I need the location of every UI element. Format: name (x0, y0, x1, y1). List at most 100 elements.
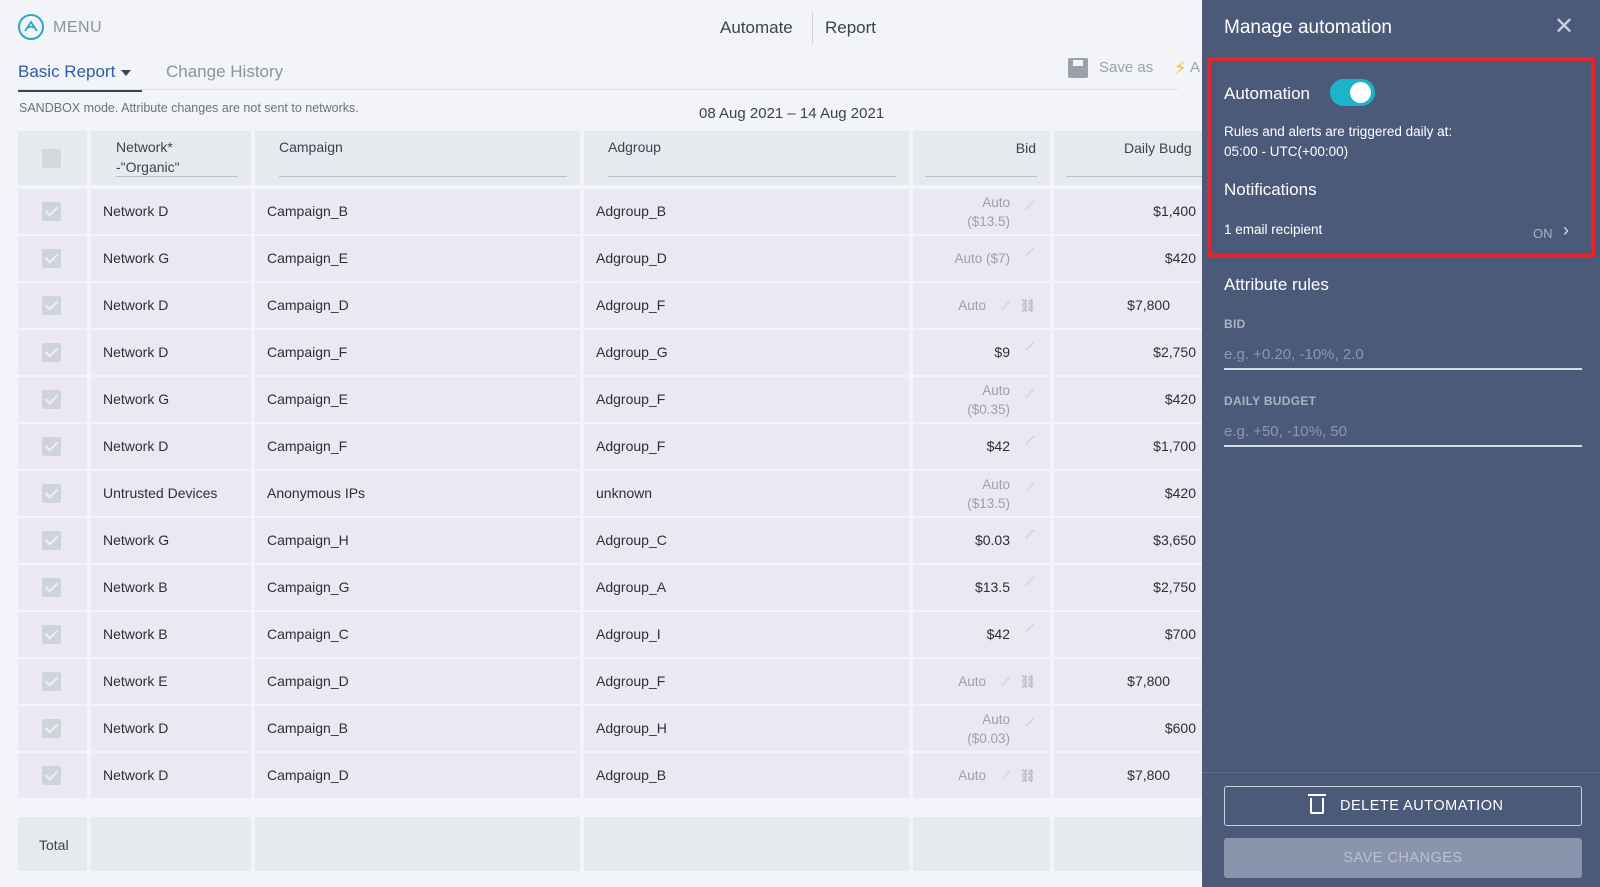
row-checkbox[interactable] (42, 296, 61, 315)
daily-budget-cell[interactable]: $1,400 (1054, 189, 1202, 234)
daily-budget-cell[interactable]: $2,750 (1054, 565, 1202, 610)
pencil-icon[interactable] (1025, 529, 1035, 539)
automation-toggle[interactable] (1330, 79, 1375, 106)
bid-cell[interactable]: Auto ($13.5) (913, 189, 1050, 234)
daily-budget-rule-input[interactable] (1224, 417, 1582, 447)
bid-cell[interactable]: Auto ($0.35) (913, 377, 1050, 422)
pencil-icon[interactable] (1025, 247, 1035, 257)
row-checkbox[interactable] (42, 766, 61, 785)
daily-budget-cell[interactable]: $600 (1054, 706, 1202, 751)
delete-automation-button[interactable]: DELETE AUTOMATION (1224, 786, 1582, 826)
save-changes-button[interactable]: SAVE CHANGES (1224, 838, 1582, 878)
network-cell: Network B (91, 612, 251, 657)
campaign-cell: Campaign_E (255, 236, 580, 281)
table-row[interactable]: Network G Campaign_E Adgroup_D Auto ($7) $42… (18, 236, 1202, 281)
table-row[interactable]: Network D Campaign_D Adgroup_B Auto ⛓ $7,800 (18, 753, 1202, 798)
email-recipients[interactable]: 1 email recipient (1224, 222, 1323, 237)
tab-change-history[interactable]: Change History (166, 62, 284, 81)
header-network[interactable]: Network* -"Organic" (91, 131, 251, 185)
pencil-icon[interactable] (1025, 388, 1035, 398)
table-row[interactable]: Network G Campaign_H Adgroup_C $0.03 $3,650 (18, 518, 1202, 563)
lightning-icon[interactable]: ⚡ (1174, 58, 1187, 78)
header-daily-budget[interactable]: Daily Budg (1054, 131, 1202, 185)
tab-basic-report[interactable]: Basic Report (18, 62, 142, 92)
daily-budget-cell[interactable]: $2,750 (1054, 330, 1202, 375)
row-checkbox[interactable] (42, 390, 61, 409)
link-icon[interactable]: ⛓ (1019, 768, 1036, 783)
daily-budget-cell[interactable]: $420 (1054, 471, 1202, 516)
daily-budget-cell[interactable]: $420 (1054, 236, 1202, 281)
header-campaign[interactable]: Campaign (255, 131, 580, 185)
row-checkbox[interactable] (42, 249, 61, 268)
row-checkbox[interactable] (42, 531, 61, 550)
header-adgroup[interactable]: Adgroup (584, 131, 909, 185)
notifications-title: Notifications (1224, 180, 1317, 199)
row-checkbox[interactable] (42, 672, 61, 691)
select-all-checkbox[interactable] (42, 149, 61, 168)
bid-cell[interactable]: $42 (913, 424, 1050, 469)
table-row[interactable]: Network D Campaign_F Adgroup_F $42 $1,700 (18, 424, 1202, 469)
row-checkbox[interactable] (42, 437, 61, 456)
table-row[interactable]: Network D Campaign_B Adgroup_H Auto ($0.03) $… (18, 706, 1202, 751)
pencil-icon[interactable] (1025, 623, 1035, 633)
pencil-icon[interactable] (1001, 300, 1011, 310)
menu-button[interactable]: MENU (53, 19, 103, 36)
pencil-icon[interactable] (1001, 770, 1011, 780)
chevron-right-icon[interactable]: › (1563, 220, 1569, 240)
table-row[interactable]: Network B Campaign_C Adgroup_I $42 $700 (18, 612, 1202, 657)
pencil-icon[interactable] (1001, 676, 1011, 686)
table-row[interactable]: Network G Campaign_E Adgroup_F Auto ($0.35) $… (18, 377, 1202, 422)
notifications-state[interactable]: ON (1533, 226, 1553, 241)
bid-cell[interactable]: Auto ⛓ (913, 283, 1050, 328)
table-row[interactable]: Network B Campaign_G Adgroup_A $13.5 $2,750 (18, 565, 1202, 610)
bid-rule-label: BID (1224, 317, 1246, 331)
table-row[interactable]: Untrusted Devices Anonymous IPs unknown Aut… (18, 471, 1202, 516)
bid-cell[interactable]: $42 (913, 612, 1050, 657)
daily-budget-cell[interactable]: $7,800 (1054, 659, 1202, 704)
bid-cell[interactable]: Auto ⛓ (913, 659, 1050, 704)
automate-button-label[interactable]: A (1190, 59, 1201, 76)
pencil-icon[interactable] (1025, 341, 1035, 351)
campaign-cell: Campaign_D (255, 283, 580, 328)
header-bid[interactable]: Bid (913, 131, 1050, 185)
pencil-icon[interactable] (1025, 576, 1035, 586)
daily-budget-cell[interactable]: $1,700 (1054, 424, 1202, 469)
table-row[interactable]: Network D Campaign_D Adgroup_F Auto ⛓ $7,800 (18, 283, 1202, 328)
bid-cell[interactable]: $9 (913, 330, 1050, 375)
nav-automate[interactable]: Automate (720, 18, 793, 37)
table-row[interactable]: Network E Campaign_D Adgroup_F Auto ⛓ $7,800 (18, 659, 1202, 704)
app-logo-icon[interactable] (18, 14, 44, 40)
bid-rule-input[interactable] (1224, 340, 1582, 370)
date-range[interactable]: 08 Aug 2021 – 14 Aug 2021 (699, 105, 885, 122)
adgroup-cell: Adgroup_I (584, 612, 909, 657)
daily-budget-value: $7,800 (1127, 297, 1170, 313)
link-icon[interactable]: ⛓ (1019, 298, 1036, 313)
adgroup-value: Adgroup_I (596, 626, 661, 642)
pencil-icon[interactable] (1025, 200, 1035, 210)
row-checkbox[interactable] (42, 578, 61, 597)
table-row[interactable]: Network D Campaign_B Adgroup_B Auto ($13.5) $… (18, 189, 1202, 234)
bid-cell[interactable]: Auto ⛓ (913, 753, 1050, 798)
bid-cell[interactable]: $13.5 (913, 565, 1050, 610)
pencil-icon[interactable] (1025, 482, 1035, 492)
row-checkbox[interactable] (42, 625, 61, 644)
row-checkbox[interactable] (42, 343, 61, 362)
pencil-icon[interactable] (1025, 435, 1035, 445)
link-icon[interactable]: ⛓ (1019, 674, 1036, 689)
daily-budget-cell[interactable]: $700 (1054, 612, 1202, 657)
table-row[interactable]: Network D Campaign_F Adgroup_G $9 $2,750 (18, 330, 1202, 375)
bid-cell[interactable]: Auto ($0.03) (913, 706, 1050, 751)
pencil-icon[interactable] (1025, 717, 1035, 727)
daily-budget-cell[interactable]: $420 (1054, 377, 1202, 422)
nav-report[interactable]: Report (825, 18, 877, 37)
bid-cell[interactable]: Auto ($7) (913, 236, 1050, 281)
row-checkbox[interactable] (42, 484, 61, 503)
daily-budget-cell[interactable]: $7,800 (1054, 283, 1202, 328)
row-checkbox[interactable] (42, 719, 61, 738)
close-icon[interactable]: ✕ (1554, 13, 1575, 40)
bid-cell[interactable]: Auto ($13.5) (913, 471, 1050, 516)
daily-budget-cell[interactable]: $3,650 (1054, 518, 1202, 563)
row-checkbox[interactable] (42, 202, 61, 221)
daily-budget-cell[interactable]: $7,800 (1054, 753, 1202, 798)
bid-cell[interactable]: $0.03 (913, 518, 1050, 563)
